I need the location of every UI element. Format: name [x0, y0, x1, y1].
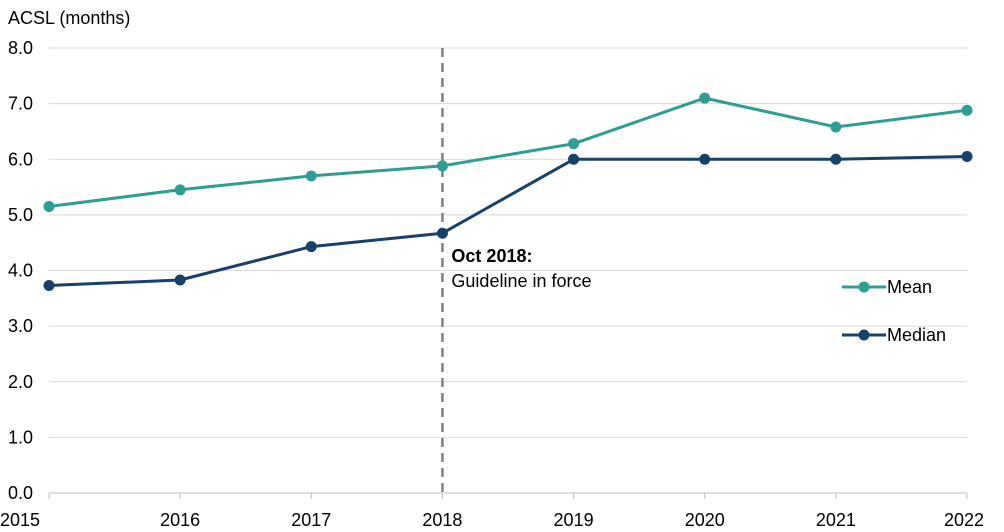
legend-swatch-marker [858, 281, 870, 293]
y-tick-label: 2.0 [8, 372, 33, 392]
x-tick-label: 2015 [0, 510, 40, 530]
x-tick-label: 2020 [685, 510, 725, 530]
y-tick-label: 5.0 [8, 205, 33, 225]
annotation-title: Oct 2018: [451, 246, 532, 266]
y-tick-label: 3.0 [8, 316, 33, 336]
series-line [48, 96, 968, 208]
data-point [174, 184, 186, 196]
y-tick-label: 4.0 [8, 261, 33, 281]
legend-item: Mean [842, 277, 932, 297]
data-point [830, 153, 842, 165]
data-point [830, 121, 842, 133]
series-line [48, 155, 968, 287]
data-point [961, 150, 973, 162]
data-point [568, 153, 580, 165]
annotation-text: Guideline in force [451, 271, 591, 291]
x-tick-label: 2017 [291, 510, 331, 530]
data-point [699, 92, 711, 104]
gridlines [49, 47, 967, 438]
data-point [961, 104, 973, 116]
data-point [305, 170, 317, 182]
y-tick-label: 7.0 [8, 94, 33, 114]
data-point [436, 227, 448, 239]
y-tick-label: 6.0 [8, 149, 33, 169]
x-axis-ticks: 2015 2016 2017 2018 2019 2020 2021 2022 [0, 493, 984, 530]
y-tick-label: 8.0 [8, 38, 33, 58]
data-point [436, 160, 448, 172]
series-mean [43, 92, 973, 213]
series-group [43, 92, 973, 292]
data-point [43, 280, 55, 292]
legend-label: Mean [887, 277, 932, 297]
data-point [43, 201, 55, 213]
annotation: Oct 2018: Guideline in force [441, 48, 592, 493]
x-tick-label: 2022 [944, 510, 984, 530]
data-point [305, 241, 317, 253]
y-tick-label: 0.0 [8, 483, 33, 503]
x-tick-label: 2018 [422, 510, 462, 530]
data-point [568, 138, 580, 150]
data-point [699, 153, 711, 165]
x-tick-label: 2016 [160, 510, 200, 530]
legend: Mean Median [842, 277, 946, 345]
y-axis-label: ACSL (months) [8, 8, 130, 28]
x-tick-label: 2019 [554, 510, 594, 530]
series-median [43, 150, 973, 292]
x-tick-label: 2021 [816, 510, 856, 530]
data-point [174, 274, 186, 286]
legend-label: Median [887, 325, 946, 345]
legend-item: Median [842, 325, 946, 345]
y-axis-ticks: 0.0 1.0 2.0 3.0 4.0 5.0 6.0 7.0 8.0 [8, 38, 33, 503]
y-tick-label: 1.0 [8, 427, 33, 447]
legend-swatch-marker [858, 329, 870, 341]
